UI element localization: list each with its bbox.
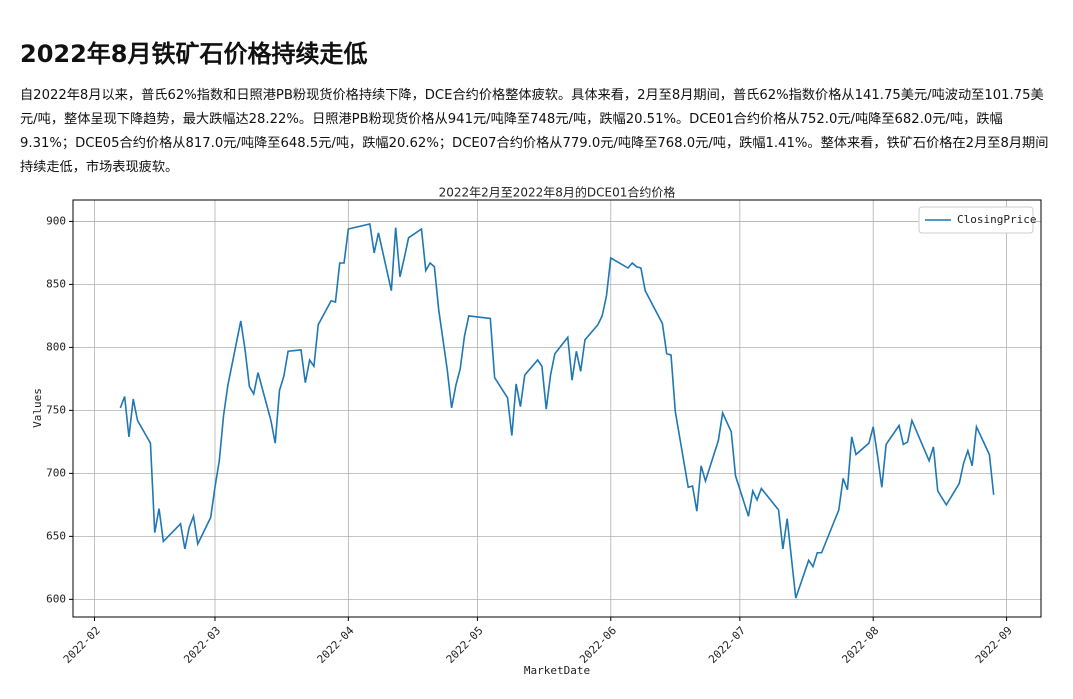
plot-frame <box>72 199 1042 618</box>
x-tick-label: 2022-02 <box>61 624 103 666</box>
price-line <box>119 222 995 599</box>
y-tick-label: 600 <box>46 592 66 605</box>
legend-box <box>918 206 1034 234</box>
x-tick-label: 2022-05 <box>444 624 486 666</box>
y-axis-label: Values <box>31 388 44 428</box>
y-tick-label: 750 <box>46 403 66 416</box>
article-text: 自2022年8月以来，普氏62%指数和日照港PB粉现货价格持续下降，DCE合约价… <box>20 88 1049 175</box>
x-tick-label: 2022-03 <box>181 624 223 666</box>
page-title: 2022年8月铁矿石价格持续走低 <box>20 40 368 68</box>
x-axis-label: MarketDate <box>524 664 590 677</box>
y-tick-label: 650 <box>46 529 66 542</box>
x-tick-label: 2022-09 <box>973 624 1015 666</box>
x-tick-label: 2022-04 <box>315 624 357 666</box>
chart-title: 2022年2月至2022年8月的DCE01合约价格 <box>439 185 676 200</box>
y-tick-label: 800 <box>46 340 66 353</box>
x-tick-label: 2022-07 <box>706 624 748 666</box>
legend-label: ClosingPrice <box>957 213 1036 226</box>
x-tick-label: 2022-06 <box>577 624 619 666</box>
y-tick-label: 700 <box>46 466 66 479</box>
chart: 2022年2月至2022年8月的DCE01合约价格 MarketDate Val… <box>31 185 1042 677</box>
y-tick-label: 850 <box>46 277 66 290</box>
legend: ClosingPrice <box>918 206 1036 234</box>
y-tick-label: 900 <box>46 214 66 227</box>
x-tick-label: 2022-08 <box>839 624 881 666</box>
